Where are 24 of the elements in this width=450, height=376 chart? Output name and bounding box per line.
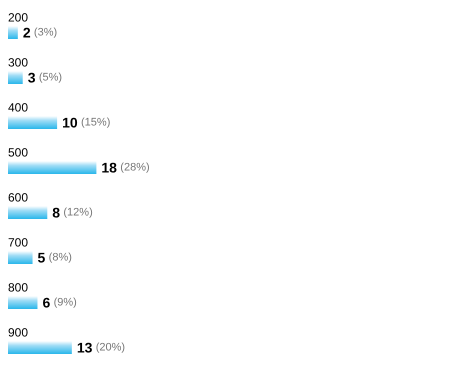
y-tick-label: 800 [8,280,28,294]
bar [8,26,18,39]
data-label: 5 (8%) [38,250,72,266]
data-label: 10 (15%) [62,114,110,130]
y-tick-label: 500 [8,146,28,160]
y-tick-label: 700 [8,236,28,250]
data-label: 2 (3%) [22,24,58,40]
y-tick-label: 300 [8,56,28,70]
bar [8,206,48,219]
y-tick-label: 900 [8,326,28,340]
y-tick-label: 400 [8,100,28,114]
data-label: 13 (20%) [76,340,126,356]
bar [8,71,23,84]
bar [8,161,96,174]
data-label: 6 (9%) [42,294,77,310]
bar [8,116,58,129]
data-label: 3 (5%) [28,70,62,86]
bar [8,296,38,309]
data-label: 8 (12%) [52,204,93,220]
y-tick-label: 200 [8,10,28,24]
y-tick-label: 600 [8,190,28,204]
bar [8,341,72,354]
bar [8,251,33,264]
data-label: 18 (28%) [101,160,150,176]
